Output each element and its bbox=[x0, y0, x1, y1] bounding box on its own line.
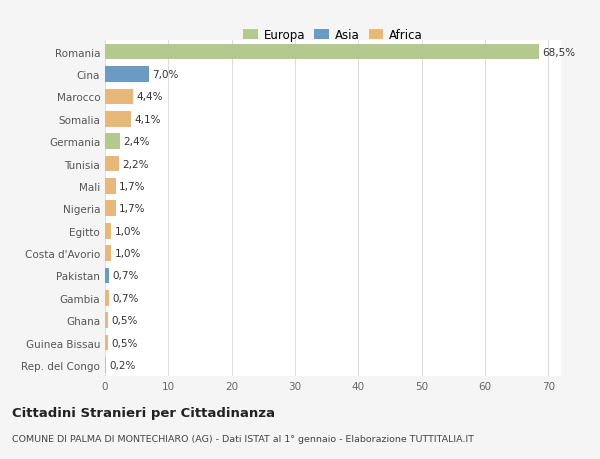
Text: 0,7%: 0,7% bbox=[113, 271, 139, 281]
Legend: Europa, Asia, Africa: Europa, Asia, Africa bbox=[240, 25, 426, 45]
Text: 1,7%: 1,7% bbox=[119, 204, 145, 214]
Text: 2,4%: 2,4% bbox=[124, 137, 150, 147]
Bar bbox=[105, 157, 119, 172]
Bar bbox=[105, 224, 112, 239]
Bar bbox=[105, 179, 116, 194]
Text: 4,4%: 4,4% bbox=[136, 92, 163, 102]
Bar bbox=[105, 268, 109, 284]
Bar bbox=[105, 313, 108, 328]
Bar bbox=[105, 90, 133, 105]
Text: 0,5%: 0,5% bbox=[112, 315, 138, 325]
Text: 4,1%: 4,1% bbox=[134, 114, 161, 124]
Text: COMUNE DI PALMA DI MONTECHIARO (AG) - Dati ISTAT al 1° gennaio - Elaborazione TU: COMUNE DI PALMA DI MONTECHIARO (AG) - Da… bbox=[12, 434, 474, 443]
Text: Cittadini Stranieri per Cittadinanza: Cittadini Stranieri per Cittadinanza bbox=[12, 406, 275, 419]
Bar bbox=[105, 358, 106, 373]
Text: 1,7%: 1,7% bbox=[119, 181, 145, 191]
Text: 0,7%: 0,7% bbox=[113, 293, 139, 303]
Text: 2,2%: 2,2% bbox=[122, 159, 149, 169]
Bar bbox=[105, 335, 108, 351]
Bar bbox=[105, 291, 109, 306]
Bar bbox=[105, 134, 120, 150]
Text: 68,5%: 68,5% bbox=[542, 47, 575, 57]
Text: 0,5%: 0,5% bbox=[112, 338, 138, 348]
Bar bbox=[105, 246, 112, 261]
Bar bbox=[105, 201, 116, 217]
Text: 1,0%: 1,0% bbox=[115, 226, 141, 236]
Text: 0,2%: 0,2% bbox=[109, 360, 136, 370]
Text: 7,0%: 7,0% bbox=[152, 70, 179, 80]
Bar bbox=[105, 112, 131, 127]
Bar bbox=[105, 67, 149, 83]
Bar bbox=[105, 45, 539, 60]
Text: 1,0%: 1,0% bbox=[115, 248, 141, 258]
